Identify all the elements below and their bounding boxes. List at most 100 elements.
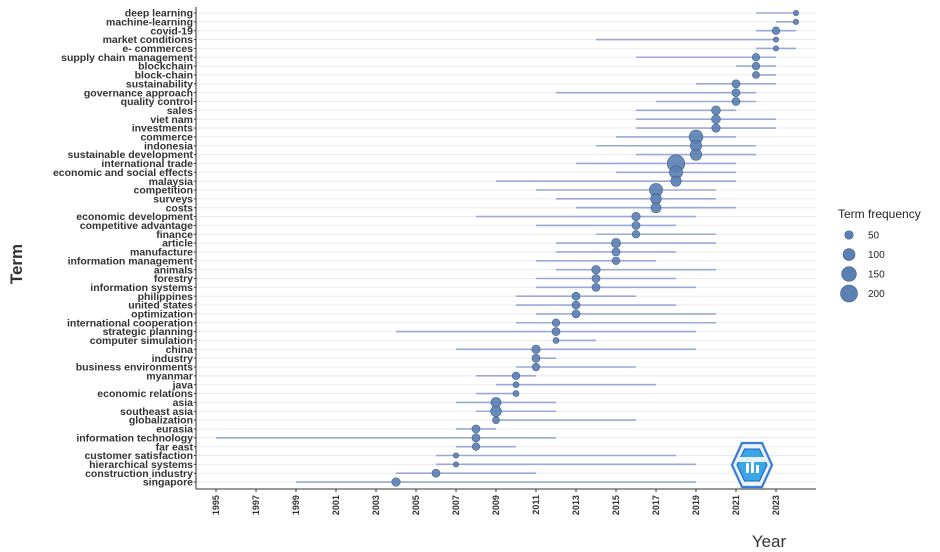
term-label: indonesia (144, 140, 193, 152)
term-label: competition (134, 185, 194, 197)
x-tick-label: 1999 (291, 495, 301, 515)
x-tick-label: 2013 (571, 495, 581, 515)
term-label: information technology (76, 432, 193, 444)
legend-key (844, 230, 854, 240)
x-tick-label: 2007 (451, 495, 461, 515)
term-label: hierarchical systems (89, 459, 193, 471)
term-label: computer simulation (90, 335, 193, 347)
term-point (650, 202, 662, 214)
term-label: international cooperation (67, 317, 193, 329)
term-label: surveys (153, 193, 193, 205)
term-label: finance (156, 229, 193, 241)
term-label: article (162, 238, 193, 250)
x-tick-label: 2011 (531, 495, 541, 515)
term-point (492, 416, 500, 424)
term-point (611, 247, 621, 257)
term-point (571, 300, 581, 310)
x-tick-label: 2003 (371, 495, 381, 515)
term-point (751, 62, 761, 71)
term-label: blockchain (138, 61, 193, 73)
term-point (611, 238, 621, 249)
term-label: information systems (90, 282, 193, 294)
term-label: customer satisfaction (84, 450, 193, 462)
term-point (511, 371, 521, 380)
x-tick-label: 2015 (611, 495, 621, 515)
term-point (453, 461, 459, 468)
legend-title: Term frequency (838, 207, 921, 221)
term-point (793, 18, 799, 25)
term-point (512, 381, 520, 389)
bibliometrix-logo (730, 441, 774, 489)
term-year-ranges (216, 12, 796, 483)
term-point (431, 468, 441, 478)
term-point (631, 221, 641, 230)
term-label: philippines (138, 291, 194, 303)
x-tick-label: 1997 (251, 495, 261, 515)
term-point (611, 256, 621, 265)
term-point (551, 318, 561, 327)
term-point (631, 212, 641, 222)
legend-label: 100 (868, 250, 885, 261)
term-point (731, 97, 741, 106)
term-label: sales (167, 105, 193, 117)
term-label: investments (132, 123, 193, 135)
term-point (512, 390, 520, 397)
legend-key (841, 266, 857, 282)
term-label: sustainable development (68, 149, 194, 161)
x-tick-label: 2021 (731, 495, 741, 515)
x-tick-label: 2005 (411, 495, 421, 515)
term-label: optimization (131, 309, 193, 321)
term-label: economic development (76, 211, 193, 223)
term-label: globalization (129, 415, 193, 427)
term-label: eurasia (156, 424, 193, 436)
term-point (751, 53, 761, 62)
legend-key (840, 284, 858, 303)
legend-label: 150 (868, 270, 885, 281)
x-tick-label: 2001 (331, 495, 341, 515)
term-label: international trade (101, 158, 193, 170)
term-point (771, 26, 781, 35)
term-label: machine-learning (106, 16, 193, 28)
term-point (731, 79, 741, 89)
term-point (571, 291, 581, 301)
term-label: commerce (140, 132, 193, 144)
term-point (711, 123, 721, 133)
term-label: quality control (121, 96, 193, 108)
term-label: economic relations (97, 388, 193, 400)
term-label: competitive advantage (80, 220, 193, 232)
legend-key (842, 248, 856, 261)
term-label: forestry (154, 273, 193, 285)
term-point (752, 71, 760, 79)
term-point (490, 405, 502, 417)
term-label: animals (154, 264, 193, 276)
term-label: united states (128, 300, 193, 312)
term-label: asia (173, 397, 194, 409)
term-point (711, 105, 721, 116)
x-tick-label: 2009 (491, 495, 501, 515)
legend-label: 200 (868, 289, 885, 300)
term-label: southeast asia (120, 406, 193, 418)
term-point (773, 45, 779, 52)
term-label: china (166, 344, 194, 356)
term-label: covid-19 (150, 25, 193, 37)
term-point (531, 362, 541, 372)
term-label: costs (166, 202, 194, 214)
term-label: far east (156, 441, 194, 453)
term-point (571, 309, 581, 319)
term-label: strategic planning (103, 326, 193, 338)
term-labels: deep learningmachine-learningcovid-19mar… (53, 8, 196, 489)
term-label: market conditions (103, 34, 194, 46)
term-label: java (172, 379, 194, 391)
x-tick-label: 2019 (691, 495, 701, 515)
legend-label: 50 (868, 231, 880, 242)
x-axis: 1995 1997 1999 2001 2003 2005 2007 2009 2011 2013… (195, 7, 816, 515)
term-point (471, 433, 481, 443)
term-point (453, 452, 459, 459)
term-point (591, 283, 601, 292)
term-point (631, 230, 641, 239)
term-label: construction industry (85, 468, 193, 480)
term-label: deep learning (125, 8, 193, 20)
term-label: e- commerces (122, 43, 193, 55)
x-axis-title: Year (752, 532, 787, 551)
